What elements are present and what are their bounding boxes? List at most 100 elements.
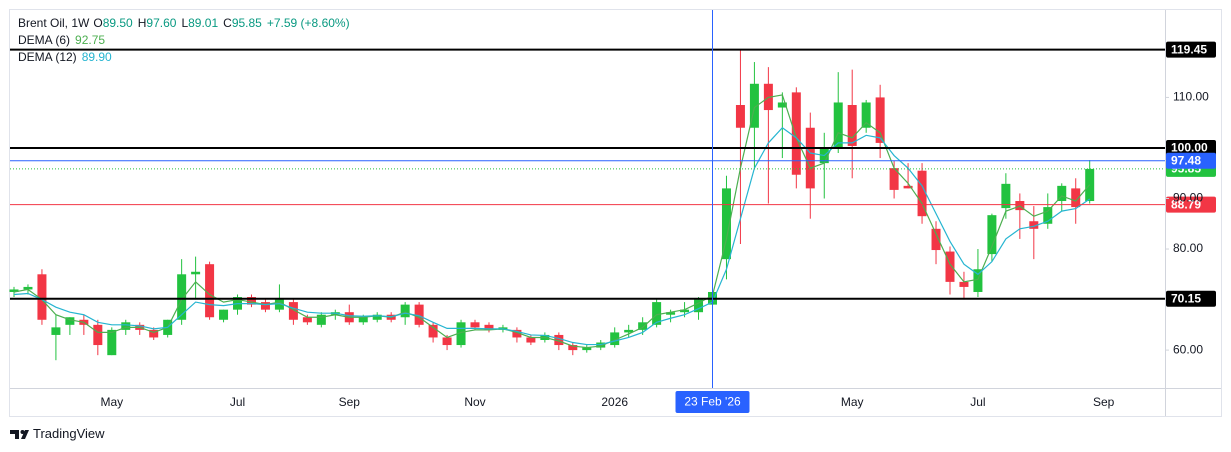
candle-body — [582, 347, 592, 351]
candle-body — [177, 274, 187, 320]
candle-body — [624, 329, 634, 333]
legend-name: DEMA (6) — [18, 33, 70, 47]
candle-body — [512, 329, 522, 338]
logo — [10, 430, 29, 439]
candle-body — [149, 329, 159, 338]
logo-mark — [10, 430, 19, 439]
candle-body — [205, 264, 215, 318]
crosshair-time-box — [675, 391, 750, 413]
overlay: 119.45 100.00 95.85 88.79 70.15 97.48 23 Feb '… — [10, 10, 1216, 413]
change: +7.59 (+8.60%) — [267, 16, 350, 30]
candle-body — [987, 215, 997, 255]
ohlc-letter: L — [181, 16, 188, 30]
crosshair-time-label: 23 Feb '26 — [684, 395, 741, 409]
candle-body — [791, 92, 801, 175]
candle-body — [288, 302, 298, 320]
y-tick-label: 90.00 — [1173, 191, 1203, 205]
ohlc-value: 95.85 — [232, 16, 262, 30]
crosshair-price-box — [1166, 152, 1216, 169]
candle-body — [652, 302, 662, 325]
candle-body — [875, 97, 885, 143]
candle-body — [833, 102, 843, 148]
y-tick-label: 60.00 — [1173, 342, 1203, 356]
y-tick-label: 80.00 — [1173, 241, 1203, 255]
dema-line — [13, 126, 1091, 346]
candle-body — [666, 312, 676, 315]
x-tick-label: Nov — [464, 395, 485, 409]
legend-name: DEMA (12) — [18, 50, 77, 64]
ohlc-letter: C — [223, 16, 232, 30]
candle-body — [372, 314, 382, 320]
price-label-box — [1166, 41, 1216, 58]
price-label: 119.45 — [1171, 42, 1207, 56]
x-tick-label: 2026 — [601, 395, 628, 409]
y-tick-label: 110.00 — [1173, 90, 1209, 104]
candle-body — [65, 317, 75, 325]
symbol: Brent Oil, 1W — [18, 16, 90, 30]
candle-body — [219, 309, 229, 320]
candle-body — [903, 185, 913, 189]
candle-body — [107, 329, 117, 356]
candle-body — [9, 289, 19, 292]
price-label-box — [1166, 139, 1216, 156]
candle-body — [191, 271, 201, 275]
logo-dot — [20, 430, 25, 434]
candle-body — [414, 304, 424, 325]
candle-body — [777, 102, 787, 108]
candle-body — [735, 105, 745, 128]
plot-area — [9, 49, 1095, 361]
x-tick-label: Jul — [970, 395, 985, 409]
candle-body — [917, 170, 927, 217]
candle-body — [959, 281, 969, 287]
candle-body — [805, 127, 815, 189]
candle-body — [484, 324, 494, 330]
ohlc-value: 97.60 — [146, 16, 176, 30]
logo-mark — [21, 430, 29, 439]
candle-body — [847, 105, 857, 146]
candle-body — [945, 251, 955, 282]
candle-body — [274, 299, 284, 310]
ohlc-letter: H — [138, 16, 147, 30]
candle-body — [694, 299, 704, 313]
price-label: 70.15 — [1171, 291, 1201, 305]
candle-body — [470, 322, 480, 328]
candle-body — [1071, 188, 1081, 208]
legend-value: 89.90 — [82, 50, 112, 64]
x-tick-label: Jul — [230, 395, 245, 409]
candle-body — [358, 317, 368, 323]
candle-body — [568, 345, 578, 351]
candle-body — [861, 102, 871, 128]
ohlc-letter: O — [93, 16, 102, 30]
chart-frame — [9, 9, 1222, 417]
dema-line — [13, 94, 1091, 349]
legend-value: 92.75 — [75, 33, 105, 47]
candle-body — [93, 324, 103, 346]
price-label-box — [1166, 290, 1216, 307]
candle-body — [610, 332, 620, 346]
candle-body — [526, 337, 536, 343]
x-tick-label: May — [841, 395, 864, 409]
crosshair-price-label: 97.48 — [1171, 153, 1201, 167]
candle-body — [931, 228, 941, 251]
candle-body — [442, 337, 452, 346]
candle-body — [721, 188, 731, 260]
candle-body — [456, 322, 466, 346]
candle-body — [23, 286, 33, 290]
candle-body — [302, 317, 312, 323]
candle-body — [37, 274, 47, 320]
price-label: 100.00 — [1171, 141, 1208, 155]
price-label-box — [1166, 196, 1216, 213]
candle-body — [121, 322, 131, 330]
price-label: 88.79 — [1171, 197, 1201, 211]
candle-body — [246, 297, 256, 305]
candle-body — [973, 269, 983, 292]
ohlc-value: 89.50 — [103, 16, 133, 30]
brand: TradingView — [33, 426, 105, 441]
candle-body — [749, 83, 759, 128]
candle-body — [1057, 185, 1067, 202]
candle-body — [1043, 207, 1053, 224]
candle-body — [428, 324, 438, 338]
candle-body — [260, 302, 270, 310]
